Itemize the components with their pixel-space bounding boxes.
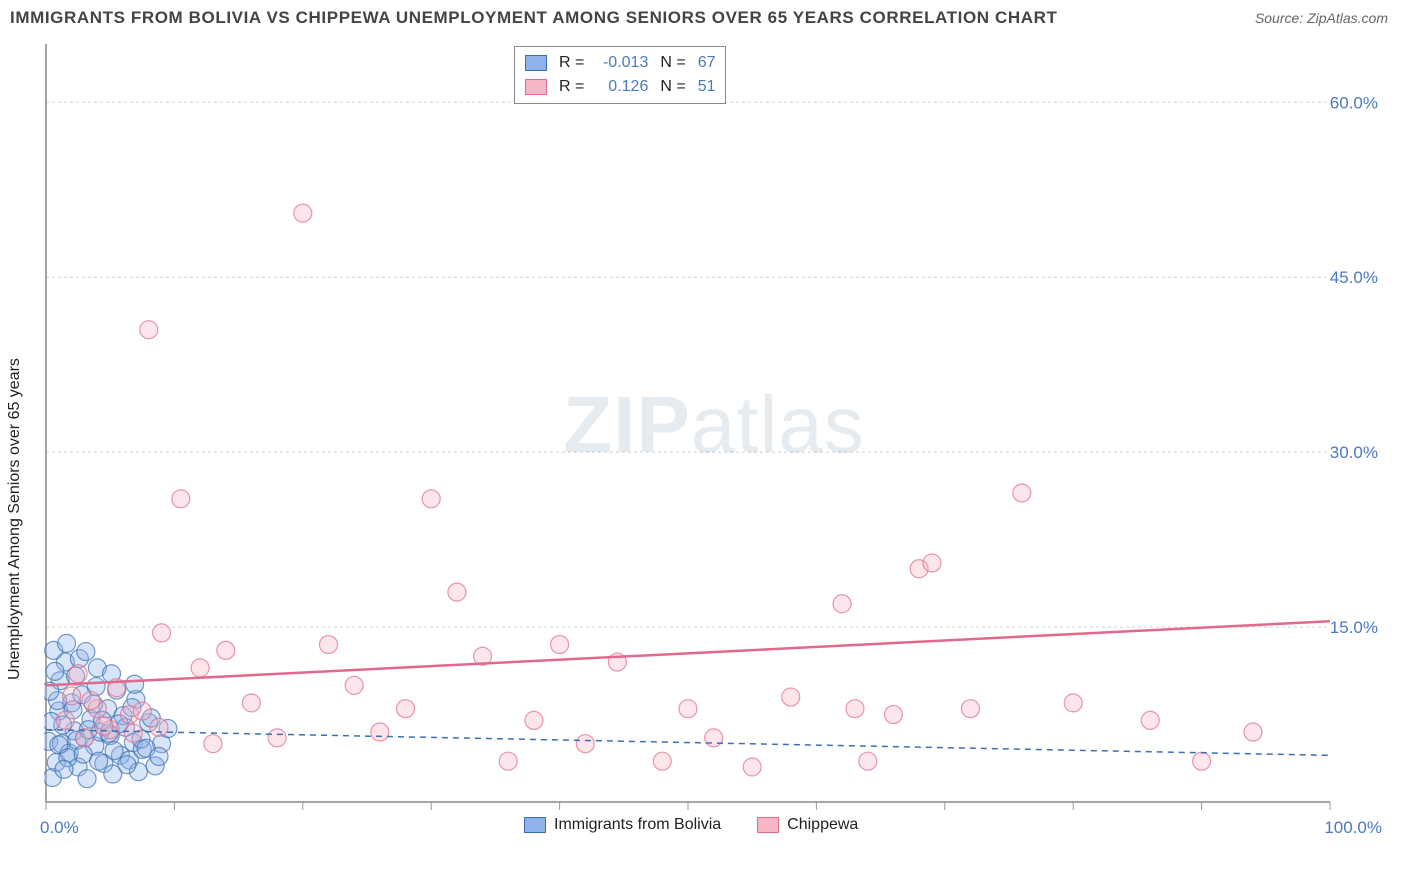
legend-item-chippewa: Chippewa (757, 816, 858, 834)
legend-stat-row: R =0.126N =51 (525, 75, 715, 99)
swatch-icon (524, 817, 546, 833)
correlation-legend: R =-0.013N =67R =0.126N =51 (514, 46, 726, 104)
swatch-icon (525, 79, 547, 95)
legend-stat-row: R =-0.013N =67 (525, 51, 715, 75)
x-axis-label: 100.0% (1324, 818, 1382, 838)
series-legend: Immigrants from Bolivia Chippewa (524, 816, 858, 834)
x-axis-label: 0.0% (40, 818, 79, 838)
svg-text:15.0%: 15.0% (1330, 618, 1378, 637)
svg-text:60.0%: 60.0% (1330, 93, 1378, 112)
y-axis-title: Unemployment Among Seniors over 65 years (6, 358, 24, 680)
chart-title: IMMIGRANTS FROM BOLIVIA VS CHIPPEWA UNEM… (10, 8, 1058, 28)
svg-text:45.0%: 45.0% (1330, 268, 1378, 287)
plot-area: 15.0%30.0%45.0%60.0% ZIPatlas R =-0.013N… (44, 40, 1384, 842)
scatter-chart: 15.0% 30.0% 45.0% 60.0% (44, 40, 1384, 842)
legend-label: Immigrants from Bolivia (554, 816, 721, 834)
svg-text:30.0%: 30.0% (1330, 443, 1378, 462)
legend-label: Chippewa (787, 816, 858, 834)
source-label: Source: ZipAtlas.com (1255, 10, 1388, 26)
legend-item-bolivia: Immigrants from Bolivia (524, 816, 721, 834)
swatch-icon (525, 55, 547, 71)
swatch-icon (757, 817, 779, 833)
